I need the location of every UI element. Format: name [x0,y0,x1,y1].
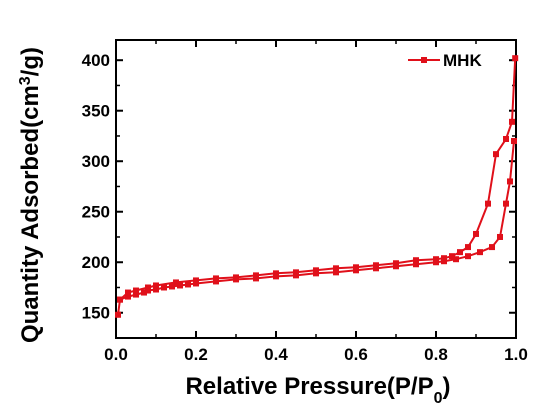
data-point [173,279,179,286]
data-point [233,274,239,281]
data-point [512,55,519,62]
data-point [293,269,299,276]
data-point [441,258,447,265]
data-point [273,270,279,277]
data-point [511,138,517,145]
axes: 0.0 0.2 0.4 0.6 0.8 1.0 150 200 250 300 350 400 [82,39,528,364]
data-point [497,233,503,240]
data-point [457,249,463,256]
legend-marker [421,57,427,63]
data-point [465,244,471,251]
y-tick-label: 400 [82,51,110,70]
data-point [193,277,199,284]
data-point [353,264,359,271]
data-point [353,267,359,274]
y-tick-label: 300 [82,152,110,171]
x-tick-label: 0.8 [424,345,448,364]
data-point [441,255,447,262]
x-axis-title: Relative Pressure(P/P0) [185,373,450,405]
y-tick-label: 350 [82,102,110,121]
data-point [503,200,509,207]
data-point [117,296,123,303]
data-point [473,230,479,237]
series-mhk [115,55,519,318]
data-point [161,284,167,291]
y-axis-title: Quantity Adsorbed(cm3/g) [17,47,45,343]
data-point [465,253,471,260]
data-point [413,257,419,264]
data-point [485,200,491,207]
y-tick-label: 150 [82,304,110,323]
data-point [477,249,483,256]
x-tick-label: 0.6 [344,345,368,364]
x-tick-label: 1.0 [504,345,528,364]
data-point [153,286,159,293]
y-tick-label: 200 [82,253,110,272]
data-point [193,280,199,287]
data-point [145,287,151,294]
legend-label: MHK [443,51,482,70]
data-point [253,275,259,282]
legend: MHK [408,51,482,70]
data-point [115,311,121,318]
data-point [493,151,499,158]
desorption-line [119,58,517,301]
data-point [293,272,299,279]
data-point [133,291,139,298]
data-point [177,282,183,289]
data-point [503,135,509,142]
data-point [373,265,379,272]
data-point [213,278,219,285]
data-point [393,260,399,267]
data-point [433,256,439,263]
data-point [333,269,339,276]
data-point [393,263,399,270]
data-point [433,259,439,266]
y-tick-label: 250 [82,203,110,222]
data-point [169,283,175,290]
x-tick-label: 0.0 [104,345,128,364]
data-point [185,281,191,288]
data-point [125,289,131,296]
data-point [507,178,513,185]
data-point [145,284,151,291]
adsorption-line [117,140,515,315]
data-point [509,118,515,125]
data-point [413,261,419,268]
data-point [489,244,495,251]
data-point [125,293,131,300]
data-point [133,287,139,294]
data-point [453,256,459,263]
data-point [373,262,379,269]
data-point [141,289,147,296]
x-tick-label: 0.4 [264,345,288,364]
data-point [153,282,159,289]
data-point [333,265,339,272]
plot-frame [115,39,517,339]
data-point [253,272,259,279]
data-point [213,275,219,282]
x-tick-label: 0.2 [184,345,208,364]
data-point [273,273,279,280]
data-point [449,253,455,260]
data-point [313,267,319,274]
data-point [313,270,319,277]
